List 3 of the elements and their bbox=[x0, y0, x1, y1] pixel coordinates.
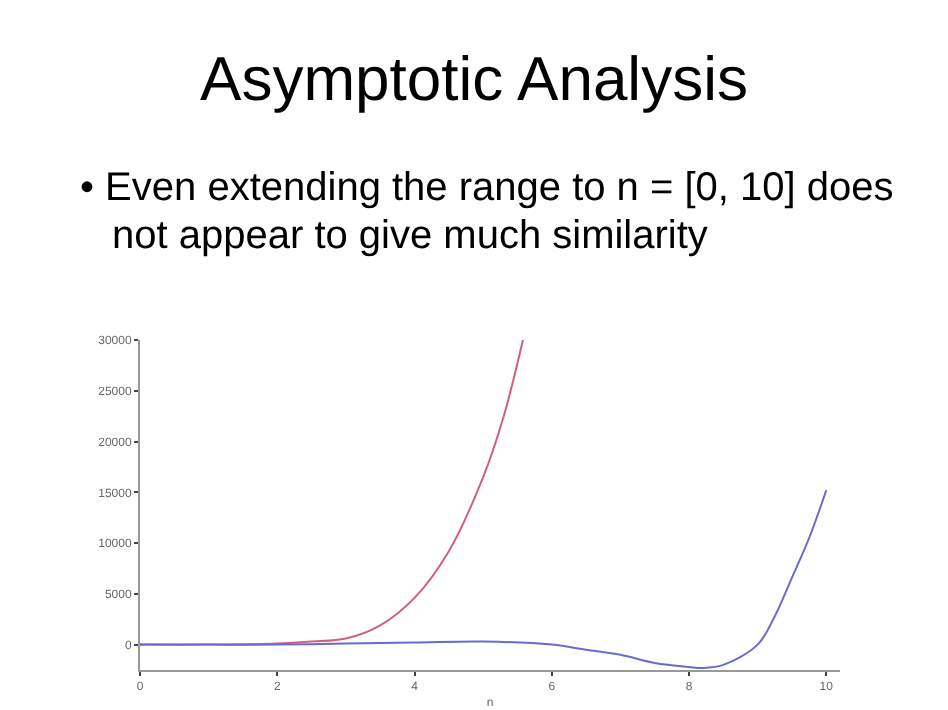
line-series bbox=[140, 489, 828, 669]
chart-title: Asymptotic Analysis bbox=[198, 44, 750, 116]
chart-subtitle: • Even extending the range to n = [0, 10] does not appear to give much similarity bbox=[80, 164, 896, 260]
